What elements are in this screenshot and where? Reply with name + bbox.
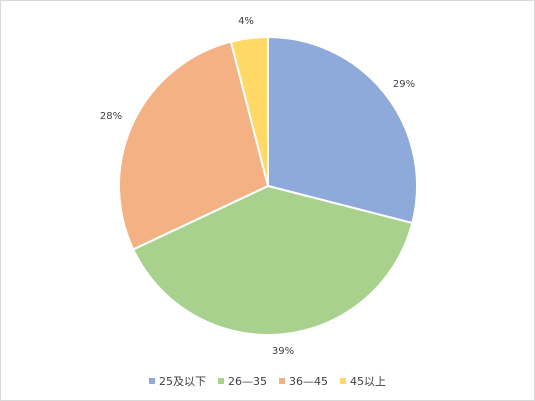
legend-label: 36—45 <box>289 374 328 388</box>
pie-slice-26-35 <box>131 184 414 336</box>
legend-label: 45以上 <box>350 375 386 388</box>
legend: 25及以下 26—35 36—45 45以上 <box>1 373 534 389</box>
legend-item-45-and-over: 45以上 <box>340 373 386 389</box>
legend-swatch <box>279 378 285 384</box>
pie-data-labels: 29% 39% 28% 4% <box>100 16 415 357</box>
data-label-36-45: 28% <box>100 111 122 122</box>
legend-label: 26—35 <box>228 374 267 388</box>
pie-slices <box>118 35 418 336</box>
legend-swatch <box>340 378 346 384</box>
pie-slice-45-and-over <box>229 35 269 187</box>
pie-slice-25-and-under <box>267 35 418 225</box>
legend-item-36-45: 36—45 <box>279 375 328 388</box>
legend-item-25-and-under: 25及以下 <box>149 373 206 389</box>
legend-item-26-35: 26—35 <box>218 375 267 388</box>
data-label-26-35: 39% <box>272 346 294 357</box>
data-label-25-and-under: 29% <box>393 79 415 90</box>
pie-slice-36-45 <box>118 40 270 251</box>
legend-swatch <box>149 378 155 384</box>
data-label-45-and-over: 4% <box>238 16 254 27</box>
legend-label: 25及以下 <box>159 375 206 388</box>
pie-chart: 29% 39% 28% 4% <box>100 16 418 357</box>
legend-swatch <box>218 378 224 384</box>
